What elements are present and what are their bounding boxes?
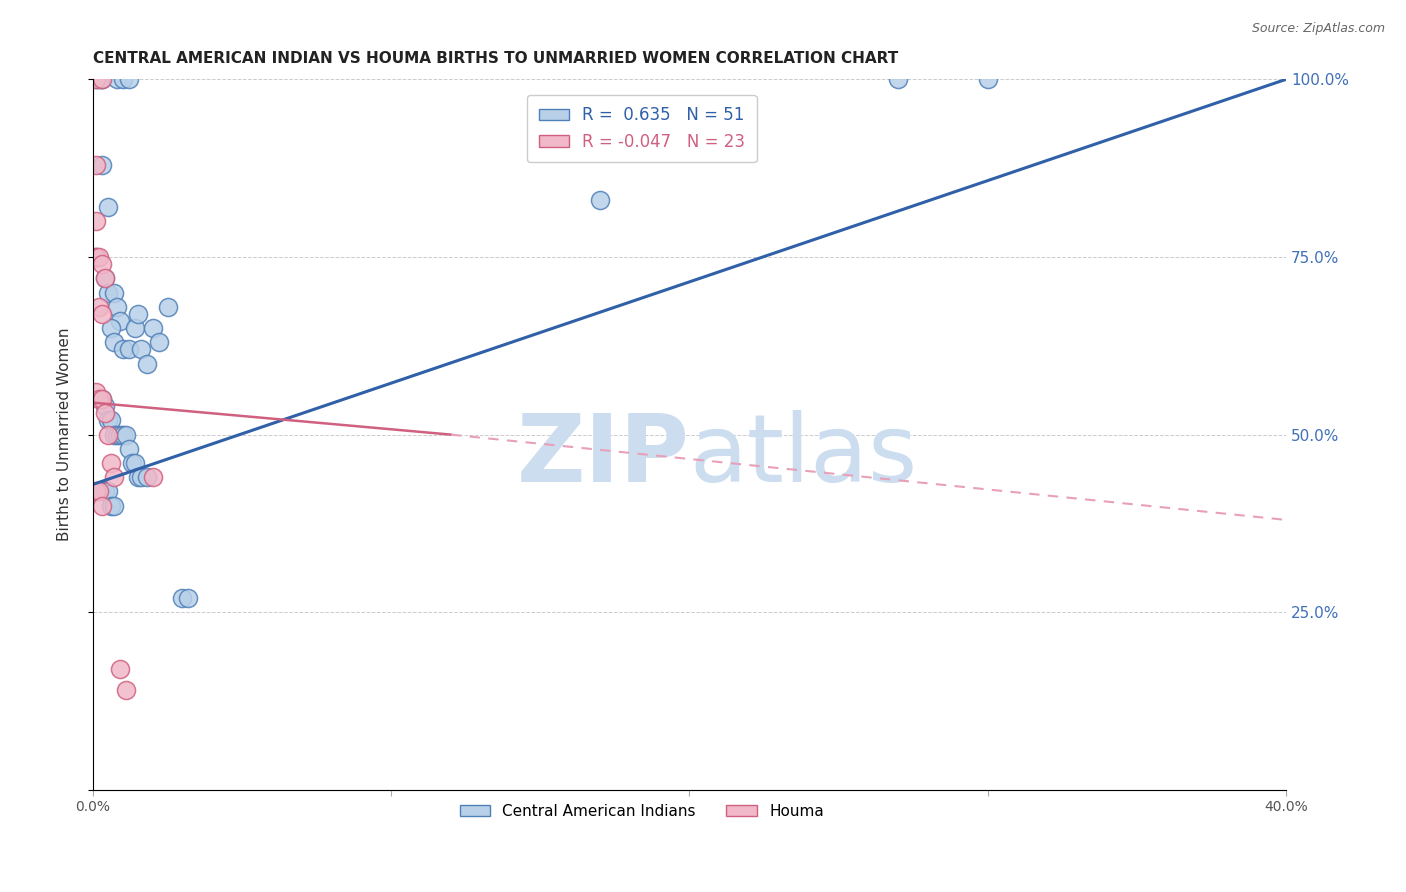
Point [94, 406, 117, 420]
Point [977, 72, 1000, 87]
Point [118, 343, 141, 357]
Point [91, 484, 114, 499]
Point [103, 285, 125, 300]
Point [124, 321, 146, 335]
Point [103, 427, 125, 442]
Point [91, 392, 114, 406]
Point [108, 314, 131, 328]
Point [84, 484, 107, 499]
Point [91, 499, 114, 513]
Text: ZIP: ZIP [516, 410, 689, 502]
Text: CENTRAL AMERICAN INDIAN VS HOUMA BIRTHS TO UNMARRIED WOMEN CORRELATION CHART: CENTRAL AMERICAN INDIAN VS HOUMA BIRTHS … [93, 51, 898, 66]
Point [118, 442, 141, 456]
Point [84, 158, 107, 172]
Point [100, 321, 122, 335]
Point [94, 271, 117, 285]
Point [84, 250, 107, 264]
Point [84, 250, 107, 264]
Point [148, 335, 170, 350]
Point [135, 470, 157, 484]
Point [108, 662, 131, 676]
Point [91, 307, 114, 321]
Point [97, 200, 120, 214]
Point [94, 399, 117, 413]
Point [135, 357, 157, 371]
Point [97, 427, 120, 442]
Point [103, 470, 125, 484]
Point [87, 300, 110, 314]
Point [84, 72, 107, 87]
Point [121, 456, 143, 470]
Point [118, 72, 141, 87]
Point [111, 427, 134, 442]
Point [91, 392, 114, 406]
Point [156, 300, 179, 314]
Point [100, 499, 122, 513]
Point [84, 214, 107, 228]
Point [127, 307, 149, 321]
Point [142, 470, 165, 484]
Point [97, 484, 120, 499]
Text: atlas: atlas [689, 410, 918, 502]
Point [111, 343, 134, 357]
Point [100, 456, 122, 470]
Point [103, 499, 125, 513]
Point [177, 591, 200, 605]
Point [129, 343, 152, 357]
Point [91, 72, 114, 87]
Point [91, 257, 114, 271]
Point [105, 300, 128, 314]
Point [91, 72, 114, 87]
Point [97, 413, 120, 427]
Point [87, 392, 110, 406]
Point [111, 72, 134, 87]
Point [91, 72, 114, 87]
Point [100, 413, 122, 427]
Point [127, 470, 149, 484]
Point [172, 591, 194, 605]
Point [87, 484, 110, 499]
Point [108, 427, 131, 442]
Text: Source: ZipAtlas.com: Source: ZipAtlas.com [1251, 22, 1385, 36]
Point [589, 193, 612, 207]
Point [105, 72, 128, 87]
Point [114, 427, 136, 442]
Point [84, 384, 107, 399]
Point [103, 335, 125, 350]
Point [91, 158, 114, 172]
Legend: Central American Indians, Houma: Central American Indians, Houma [454, 797, 830, 825]
Point [124, 456, 146, 470]
Point [87, 72, 110, 87]
Point [142, 321, 165, 335]
Point [94, 484, 117, 499]
Point [84, 72, 107, 87]
Point [97, 285, 120, 300]
Point [129, 470, 152, 484]
Point [94, 271, 117, 285]
Y-axis label: Births to Unmarried Women: Births to Unmarried Women [58, 328, 72, 541]
Point [887, 72, 910, 87]
Point [87, 250, 110, 264]
Point [114, 683, 136, 698]
Point [105, 427, 128, 442]
